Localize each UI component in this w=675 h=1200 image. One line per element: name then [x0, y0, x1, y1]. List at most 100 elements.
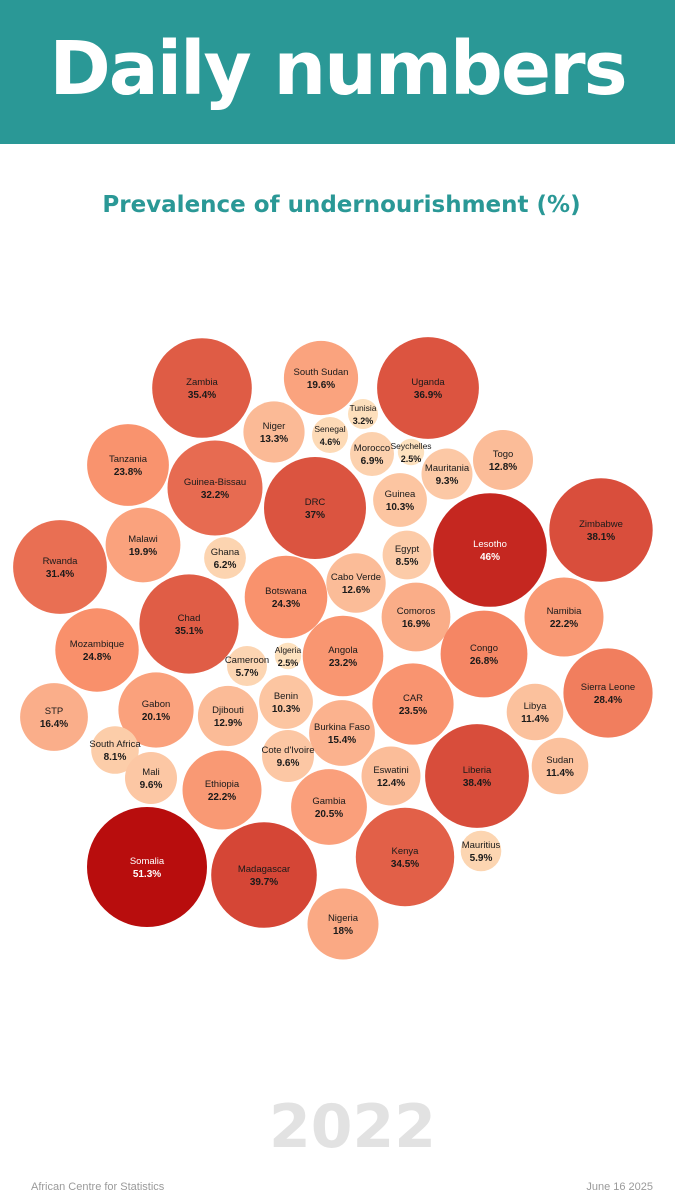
bubble-name-label: Morocco: [354, 443, 390, 454]
bubble-name-label: Sudan: [546, 755, 573, 766]
bubble-circle: [309, 700, 375, 766]
bubble-value-label: 28.4%: [594, 695, 622, 706]
bubble-name-label: Namibia: [547, 606, 583, 617]
bubble-value-label: 13.3%: [260, 434, 288, 445]
bubble-gabon: Gabon 20.1%: [118, 672, 194, 748]
bubble-circle: [433, 493, 547, 607]
bubble-name-label: Nigeria: [328, 913, 359, 924]
bubble-name-label: Liberia: [463, 765, 492, 776]
bubble-botswana: Botswana 24.3%: [244, 555, 328, 639]
bubble-name-label: DRC: [305, 497, 326, 508]
bubble-value-label: 24.3%: [272, 599, 300, 610]
bubble-circle: [55, 608, 139, 692]
bubble-value-label: 37%: [305, 510, 325, 521]
bubble-circle: [350, 432, 394, 476]
bubble-name-label: Sierra Leone: [581, 682, 635, 693]
bubble-name-label: Malawi: [128, 534, 158, 545]
bubble-value-label: 23.2%: [329, 658, 357, 669]
bubble-cote-d-ivoire: Cote d'Ivoire 9.6%: [261, 730, 315, 782]
bubble-name-label: Ghana: [211, 547, 240, 558]
bubble-name-label: Zambia: [186, 377, 218, 388]
bubble-name-label: Chad: [178, 613, 201, 624]
bubble-name-label: Cote d'Ivoire: [261, 745, 314, 756]
bubble-name-label: CAR: [403, 693, 423, 704]
bubble-value-label: 4.6%: [320, 437, 341, 447]
bubble-drc: DRC 37%: [264, 457, 366, 559]
year-label: 2022: [269, 1092, 436, 1162]
bubble-circle: [312, 417, 348, 453]
bubble-value-label: 6.2%: [214, 560, 237, 571]
bubble-value-label: 15.4%: [328, 735, 356, 746]
bubble-value-label: 22.2%: [208, 792, 236, 803]
bubble-guinea: Guinea 10.3%: [373, 473, 427, 527]
bubble-lesotho: Lesotho 46%: [433, 493, 547, 607]
bubble-circle: [283, 340, 359, 416]
bubble-circle: [397, 438, 425, 466]
bubble-name-label: Angola: [328, 645, 358, 656]
bubble-circle: [87, 807, 207, 927]
bubble-value-label: 39.7%: [250, 877, 278, 888]
bubble-name-label: Cameroon: [225, 655, 269, 666]
bubble-malawi: Malawi 19.9%: [105, 507, 181, 583]
bubble-name-label: South Africa: [89, 739, 141, 750]
bubble-value-label: 11.4%: [521, 714, 549, 725]
bubble-name-label: Niger: [263, 421, 286, 432]
bubble-value-label: 9.3%: [436, 476, 459, 487]
bubble-circle: [152, 338, 252, 438]
bubble-circle: [87, 424, 169, 506]
bubble-name-label: Madagascar: [238, 864, 290, 875]
bubble-name-label: Mauritania: [425, 463, 470, 474]
bubble-value-label: 5.9%: [470, 853, 493, 864]
bubble-circle: [326, 553, 386, 613]
bubble-value-label: 16.4%: [40, 719, 68, 730]
bubble-comoros: Comoros 16.9%: [381, 582, 451, 652]
bubble-cabo-verde: Cabo Verde 12.6%: [326, 553, 386, 613]
bubble-circle: [20, 683, 88, 751]
bubble-circle: [372, 663, 454, 745]
bubble-madagascar: Madagascar 39.7%: [211, 822, 317, 928]
bubble-circle: [549, 478, 653, 582]
bubble-name-label: Ethiopia: [205, 779, 240, 790]
bubble-circle: [264, 457, 366, 559]
bubble-value-label: 12.4%: [377, 778, 405, 789]
bubble-value-label: 16.9%: [402, 619, 430, 630]
publish-date: June 16 2025: [586, 1181, 653, 1193]
bubble-value-label: 12.9%: [214, 718, 242, 729]
bubble-circle: [373, 473, 427, 527]
bubble-value-label: 12.6%: [342, 585, 370, 596]
bubble-south-africa: South Africa 8.1%: [89, 726, 141, 774]
bubble-name-label: Zimbabwe: [579, 519, 623, 530]
bubble-value-label: 8.5%: [396, 557, 419, 568]
bubble-mozambique: Mozambique 24.8%: [55, 608, 139, 692]
bubble-value-label: 20.5%: [315, 809, 343, 820]
bubble-cameroon: Cameroon 5.7%: [225, 646, 269, 686]
bubble-name-label: STP: [45, 706, 63, 717]
bubble-value-label: 9.6%: [140, 780, 163, 791]
bubble-name-label: Egypt: [395, 544, 420, 555]
bubble-mauritania: Mauritania 9.3%: [421, 448, 473, 500]
bubble-value-label: 20.1%: [142, 712, 170, 723]
bubble-circle: [13, 520, 107, 614]
bubble-djibouti: Djibouti 12.9%: [197, 685, 259, 747]
bubble-circle: [440, 610, 528, 698]
bubble-sierra-leone: Sierra Leone 28.4%: [563, 648, 653, 738]
bubble-value-label: 18%: [333, 926, 353, 937]
bubble-circle: [125, 752, 177, 804]
bubble-value-label: 9.6%: [277, 758, 300, 769]
bubble-zimbabwe: Zimbabwe 38.1%: [549, 478, 653, 582]
bubble-name-label: Algeria: [275, 645, 302, 655]
bubble-circle: [307, 888, 379, 960]
bubble-mauritius: Mauritius 5.9%: [460, 830, 502, 872]
bubble-circle: [355, 807, 455, 907]
bubble-value-label: 35.1%: [175, 626, 203, 637]
bubble-value-label: 23.5%: [399, 706, 427, 717]
bubble-angola: Angola 23.2%: [302, 615, 384, 697]
bubble-value-label: 51.3%: [133, 869, 161, 880]
bubble-circle: [243, 401, 305, 463]
bubble-uganda: Uganda 36.9%: [377, 337, 479, 439]
chart-title: Prevalence of undernourishment (%): [102, 192, 581, 218]
header-banner: Daily numbers: [0, 0, 675, 144]
bubble-ethiopia: Ethiopia 22.2%: [182, 750, 262, 830]
bubble-rwanda: Rwanda 31.4%: [13, 520, 107, 614]
bubble-circle: [211, 822, 317, 928]
